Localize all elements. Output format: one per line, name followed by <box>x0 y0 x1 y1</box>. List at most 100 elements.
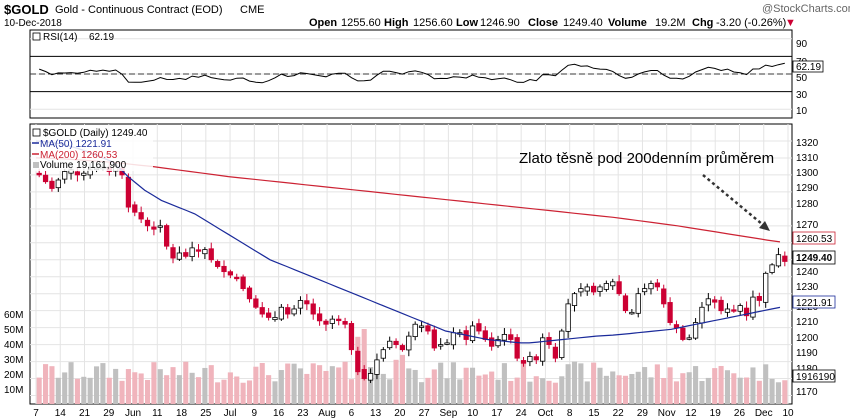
candle-body <box>81 172 87 176</box>
candle-body <box>743 307 750 317</box>
candle-body <box>367 373 374 381</box>
candle-body <box>533 356 539 361</box>
chg-label: Chg <box>692 17 713 29</box>
volume-bar <box>266 375 272 404</box>
volume-bar <box>603 375 609 404</box>
candle-body <box>450 332 457 346</box>
high-value: 1256.60 <box>413 17 453 29</box>
volume-bar <box>215 382 221 404</box>
x-tick: Aug <box>318 408 336 419</box>
rsi-grid <box>30 38 792 110</box>
candle-body <box>125 176 132 208</box>
volume-bar <box>527 381 533 404</box>
candle-body <box>285 307 291 315</box>
x-tick: 18 <box>176 408 188 419</box>
exchange-label: CME <box>240 4 264 16</box>
candle-body <box>705 298 711 306</box>
volume-bar <box>36 377 42 404</box>
volume-bar <box>157 369 163 404</box>
x-tick: 23 <box>297 408 309 419</box>
volume-tick: 30M <box>4 355 23 366</box>
candle-body <box>431 329 437 349</box>
annotation-text: Zlato těsně pod 200denním průměrem <box>519 150 774 167</box>
price-legend: $GOLD (Daily) 1249.40 MA(50) 1221.91 MA(… <box>31 125 153 171</box>
rsi-tick: 50 <box>796 73 808 84</box>
volume-bar <box>106 377 112 404</box>
volume-bar <box>616 375 622 404</box>
candle-body <box>336 318 342 322</box>
candle-body <box>559 330 565 358</box>
candle-body <box>629 311 635 315</box>
low-value: 1246.90 <box>480 17 520 29</box>
candle-body <box>310 303 316 315</box>
volume-bar <box>731 373 737 404</box>
x-tick: Oct <box>538 408 554 419</box>
volume-bar <box>113 368 119 404</box>
volume-bar <box>737 377 743 404</box>
price-axis: 1320 1310 1300 1290 1280 1270 1260 1250 … <box>796 138 819 398</box>
annotation-arrow <box>702 174 770 231</box>
rsi-tick: 10 <box>796 106 808 117</box>
volume-bar <box>151 362 157 404</box>
candle-body <box>495 339 501 347</box>
volume-bar <box>412 369 418 404</box>
volume-bar <box>93 366 100 404</box>
volume-bar <box>380 373 386 404</box>
candle-body <box>42 174 49 183</box>
x-tick: 14 <box>55 408 67 419</box>
volume-bar <box>291 363 297 404</box>
price-tick: 1210 <box>796 317 819 328</box>
x-tick: Jun <box>125 408 141 419</box>
candle-body <box>74 171 81 176</box>
price-tick: 1200 <box>796 333 819 344</box>
volume-bar <box>100 363 106 404</box>
volume-bar <box>763 364 769 404</box>
volume-bar <box>463 367 469 404</box>
volume-bar <box>667 367 673 404</box>
volume-bar <box>673 381 680 404</box>
ohlc-readout: Open 1255.60 High 1256.60 Low 1246.90 Cl… <box>309 17 796 29</box>
chg-down-icon: ▼ <box>785 17 796 29</box>
volume-bar <box>552 382 558 404</box>
legend-ma50: MA(50) 1221.91 <box>40 139 112 150</box>
rsi-value-tag-box <box>792 60 824 73</box>
chart-date: 10-Dec-2018 <box>4 18 62 29</box>
candle-body <box>775 254 782 267</box>
volume-bar <box>253 366 259 404</box>
volume-bar <box>584 381 590 404</box>
x-tick: 21 <box>79 408 91 419</box>
candle-body <box>667 302 673 323</box>
close-value: 1249.40 <box>563 17 603 29</box>
candle-body <box>718 299 724 312</box>
instrument-name: Gold - Continuous Contract (EOD) <box>55 4 223 16</box>
candle-body <box>399 345 406 351</box>
candle-body <box>380 349 386 359</box>
volume-bar <box>399 354 405 404</box>
candle-body <box>661 288 667 305</box>
candle-body <box>654 282 660 288</box>
candle-body <box>278 306 284 320</box>
ma200-tag: 1260.53 <box>796 234 833 245</box>
candle-body <box>355 350 361 373</box>
volume-tick: 60M <box>4 310 23 321</box>
volume-tag-box <box>792 369 836 383</box>
candle-body <box>782 255 788 262</box>
candle-body <box>176 252 183 260</box>
volume-bar <box>278 370 284 404</box>
volume-bar <box>591 362 597 404</box>
volume-bar <box>240 382 246 404</box>
candle-body <box>438 344 444 347</box>
volume-axis: 60M 50M 40M 30M 20M 10M <box>4 310 23 396</box>
candle-body <box>55 179 61 189</box>
candle-body <box>584 286 590 292</box>
close-tag-box <box>792 250 836 265</box>
legend-volume: Volume 19,161,900 <box>40 160 127 171</box>
volume-bar <box>195 377 202 404</box>
candle-body <box>265 312 272 318</box>
volume-bar <box>546 380 552 404</box>
ma50-tag: 1221.91 <box>796 298 833 309</box>
candles <box>36 161 788 384</box>
volume-bar <box>285 363 291 404</box>
volume-bar <box>750 367 756 404</box>
volume-tag: 1916190 <box>796 372 835 383</box>
